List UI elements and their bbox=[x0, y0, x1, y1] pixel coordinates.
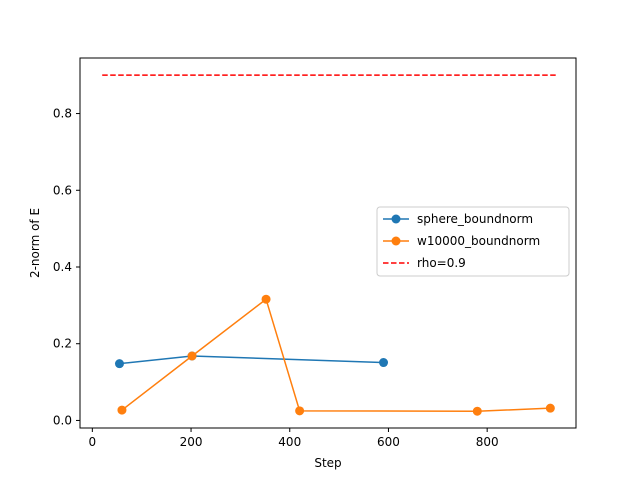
y-tick-label: 0.6 bbox=[53, 183, 72, 197]
y-tick-label: 0.8 bbox=[53, 107, 72, 121]
data-point-w10000-boundnorm bbox=[472, 406, 482, 416]
x-tick-label: 0 bbox=[89, 435, 97, 449]
data-point-w10000-boundnorm bbox=[117, 405, 127, 415]
legend-box bbox=[376, 206, 570, 277]
data-point-sphere-boundnorm bbox=[114, 359, 124, 369]
x-tick-label: 600 bbox=[377, 435, 400, 449]
x-tick-label: 800 bbox=[476, 435, 499, 449]
axes-frame bbox=[79, 57, 577, 429]
data-point-w10000-boundnorm bbox=[187, 351, 197, 361]
y-tick-label: 0.4 bbox=[53, 260, 72, 274]
legend-label-rho-0-9: rho=0.9 bbox=[417, 256, 466, 270]
data-point-w10000-boundnorm bbox=[261, 294, 271, 304]
x-axis-label: Step bbox=[314, 456, 341, 470]
legend-label-sphere-boundnorm: sphere_boundnorm bbox=[417, 212, 533, 226]
data-point-sphere-boundnorm bbox=[379, 358, 389, 368]
x-axis-ticks: 0 200 400 600 800 bbox=[89, 428, 499, 449]
x-tick-label: 400 bbox=[278, 435, 301, 449]
y-axis-label: 2-norm of E bbox=[28, 208, 42, 278]
legend-label-w10000-boundnorm: w10000_boundnorm bbox=[417, 234, 540, 248]
data-point-w10000-boundnorm bbox=[545, 403, 555, 413]
legend: sphere_boundnorm w10000_boundnorm rho=0.9 bbox=[376, 206, 570, 277]
legend-marker-w10000-boundnorm bbox=[391, 236, 401, 246]
data-point-w10000-boundnorm bbox=[295, 406, 305, 416]
x-tick-label: 200 bbox=[180, 435, 203, 449]
legend-marker-sphere-boundnorm bbox=[391, 214, 401, 224]
series-line-w10000-boundnorm bbox=[121, 297, 551, 412]
series-layer bbox=[102, 74, 557, 416]
y-axis-ticks: 0.0 0.2 0.4 0.6 0.8 bbox=[53, 107, 80, 427]
y-tick-label: 0.2 bbox=[53, 337, 72, 351]
y-tick-label: 0.0 bbox=[53, 413, 72, 427]
